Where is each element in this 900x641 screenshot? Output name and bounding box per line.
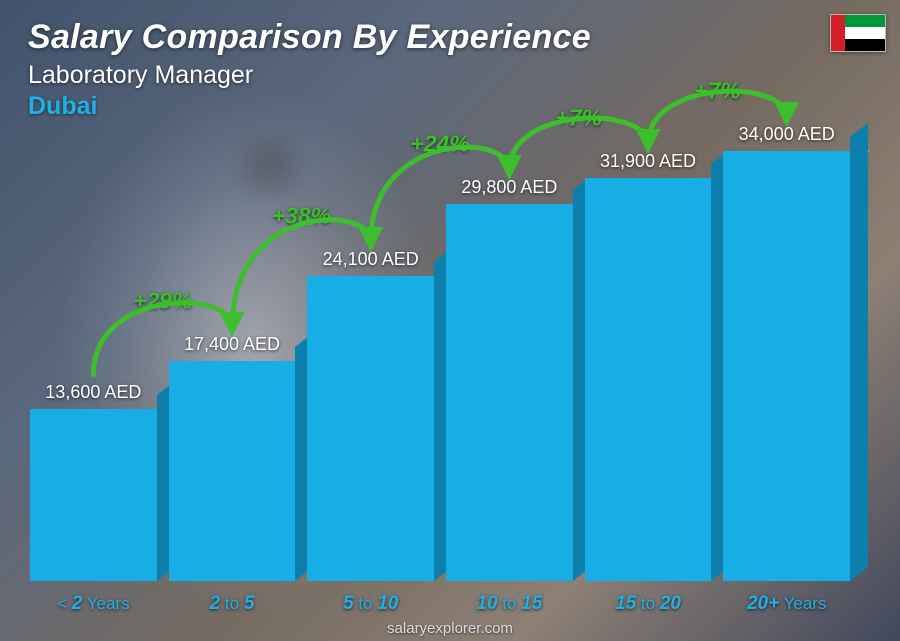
- bar-slot: 29,800 AED: [446, 177, 573, 581]
- bar: [585, 178, 712, 581]
- bar-slot: 17,400 AED: [169, 334, 296, 581]
- bar-value-label: 31,900 AED: [600, 151, 696, 172]
- bar-value-label: 29,800 AED: [461, 177, 557, 198]
- x-tick-label: 20+ Years: [723, 593, 850, 615]
- footer-credit: salaryexplorer.com: [0, 620, 900, 637]
- title-main: Salary Comparison By Experience: [28, 18, 872, 57]
- bar-slot: 31,900 AED: [585, 151, 712, 581]
- bar-value-label: 24,100 AED: [323, 249, 419, 270]
- x-tick-label: 10 to 15: [446, 593, 573, 615]
- bar: [169, 361, 296, 581]
- bar: [446, 204, 573, 581]
- bar-value-label: 17,400 AED: [184, 334, 280, 355]
- x-tick-label: 2 to 5: [169, 593, 296, 615]
- bar-slot: 34,000 AED: [723, 124, 850, 581]
- bar-chart: 13,600 AED 17,400 AED 24,100 AED 29,800 AED…: [30, 101, 850, 581]
- bar-value-label: 34,000 AED: [739, 124, 835, 145]
- bar: [307, 276, 434, 581]
- bar-slot: 24,100 AED: [307, 249, 434, 581]
- bar-slot: 13,600 AED: [30, 382, 157, 581]
- flag-mast-red: [831, 15, 845, 51]
- x-tick-label: 15 to 20: [585, 593, 712, 615]
- title-sub: Laboratory Manager: [28, 61, 872, 90]
- uae-flag-icon: [830, 14, 886, 52]
- bar: [723, 151, 850, 581]
- x-tick-label: 5 to 10: [307, 593, 434, 615]
- bar-value-label: 13,600 AED: [45, 382, 141, 403]
- x-axis-labels: < 2 Years 2 to 5 5 to 10 10 to 15 15 to 20 20…: [30, 593, 850, 615]
- bar: [30, 409, 157, 581]
- x-tick-label: < 2 Years: [30, 593, 157, 615]
